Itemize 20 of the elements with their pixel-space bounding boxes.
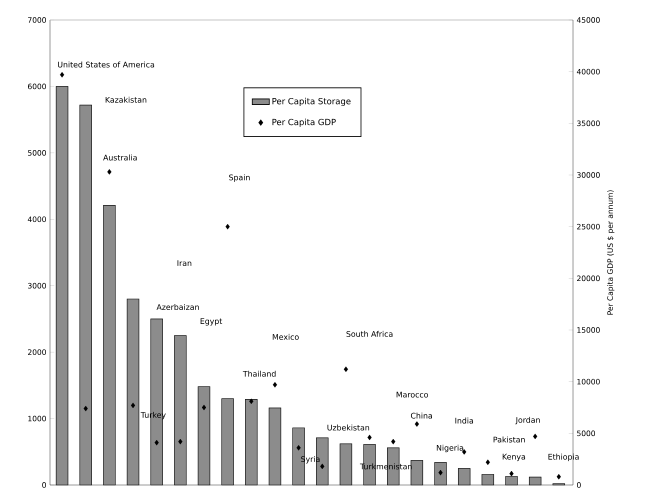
point	[344, 366, 348, 372]
point	[272, 382, 278, 388]
point	[391, 438, 396, 444]
point	[414, 421, 420, 427]
point	[178, 438, 182, 444]
point	[509, 470, 514, 476]
point	[367, 434, 372, 440]
legend-label: Per Capita Storage	[272, 98, 351, 106]
legend-label: Per Capita GDP	[272, 118, 336, 127]
point	[296, 445, 301, 451]
point	[202, 404, 206, 410]
point	[226, 224, 230, 230]
point	[249, 398, 254, 404]
point	[130, 402, 136, 408]
point	[60, 72, 64, 78]
point	[154, 440, 159, 446]
point	[533, 434, 538, 440]
point	[84, 406, 88, 412]
point	[107, 169, 112, 175]
point	[320, 464, 324, 470]
